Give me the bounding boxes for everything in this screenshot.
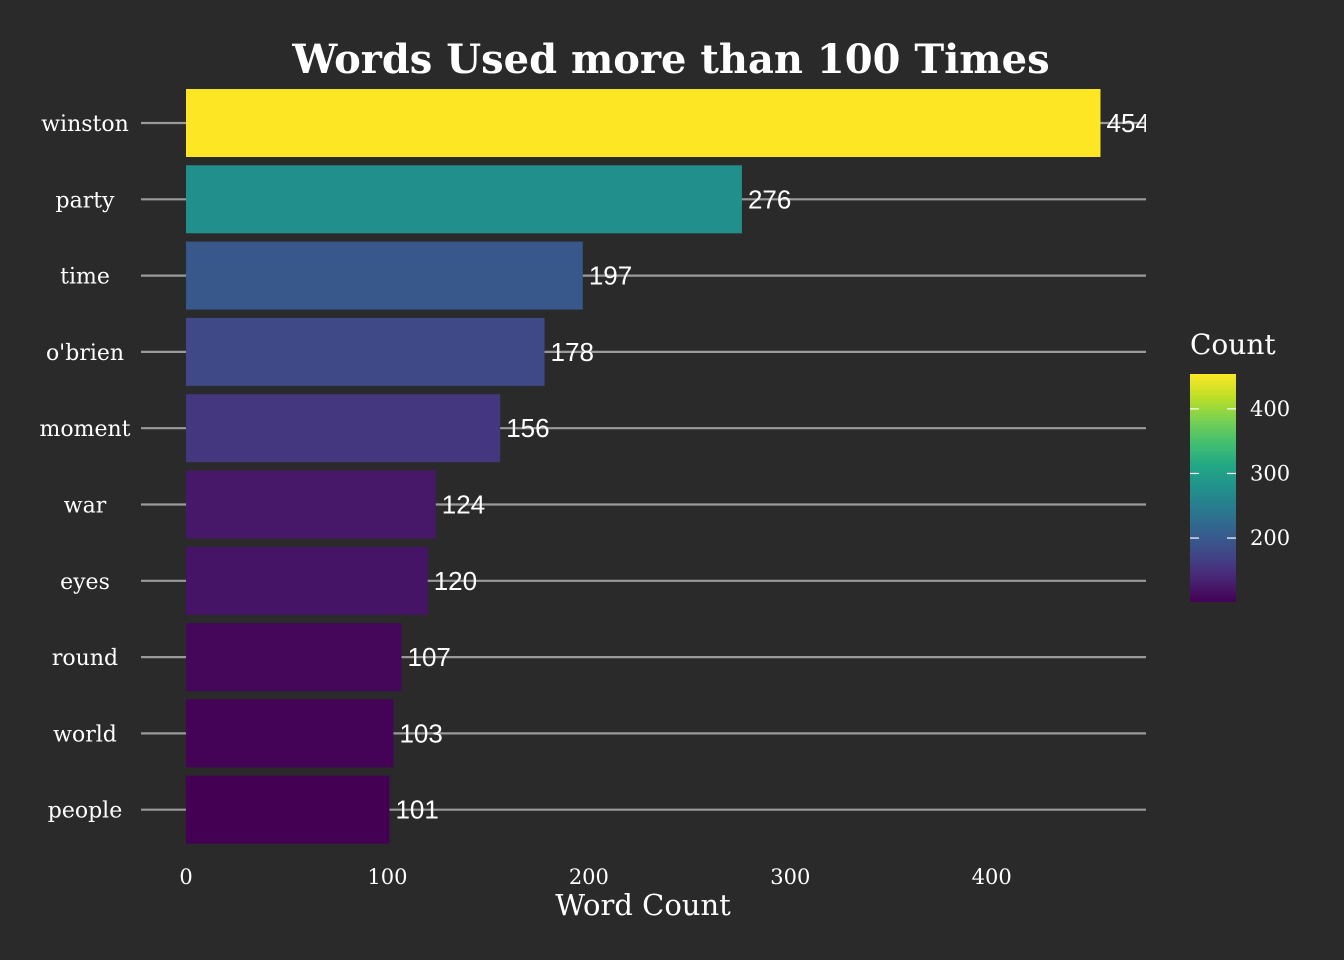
x-tick-label: 100 [367, 865, 407, 889]
legend-colorbar [1190, 374, 1236, 602]
x-tick-label: 400 [972, 865, 1012, 889]
color-legend: Count 200 300 400 [1190, 328, 1290, 602]
category-label: eyes [60, 570, 110, 595]
bar [186, 699, 394, 768]
category-labels: winston party time o'brien moment war eyes roun… [40, 112, 131, 824]
legend-title: Count [1190, 328, 1276, 361]
value-label: 107 [408, 642, 451, 672]
value-label: 276 [748, 184, 791, 214]
legend-tick-label: 300 [1250, 461, 1290, 485]
value-label: 178 [551, 337, 594, 367]
chart-title: Words Used more than 100 Times [291, 36, 1049, 83]
category-label: war [64, 494, 107, 519]
category-label: round [52, 646, 118, 671]
category-label: world [53, 722, 117, 747]
value-label: 197 [589, 261, 632, 291]
category-label: people [48, 799, 123, 824]
legend-tick-label: 200 [1250, 526, 1290, 550]
bar [186, 546, 428, 615]
value-label: 101 [395, 795, 438, 825]
category-label: moment [40, 417, 131, 442]
x-axis-ticks: 0 100 200 300 400 [179, 865, 1011, 889]
category-label: o'brien [46, 341, 124, 366]
bar [186, 89, 1101, 157]
bar [186, 317, 545, 386]
bar [186, 165, 742, 234]
value-label: 454 [1106, 108, 1149, 138]
bars [186, 89, 1101, 844]
category-label: time [60, 265, 110, 290]
value-label: 103 [399, 718, 442, 748]
value-label: 120 [434, 566, 477, 596]
category-label: party [56, 188, 116, 213]
value-label: 124 [442, 490, 485, 520]
x-tick-label: 300 [770, 865, 810, 889]
bar [186, 394, 501, 463]
value-label: 156 [506, 413, 549, 443]
bar [186, 623, 402, 692]
bar [186, 775, 390, 844]
x-tick-label: 0 [179, 865, 192, 889]
category-label: winston [41, 112, 129, 137]
bar [186, 241, 583, 310]
x-tick-label: 200 [569, 865, 609, 889]
legend-tick-label: 400 [1250, 397, 1290, 421]
bar [186, 470, 436, 539]
value-labels: 454 276 197 178 156 124 120 107 103 101 [395, 108, 1149, 825]
x-axis-label: Word Count [555, 888, 731, 922]
